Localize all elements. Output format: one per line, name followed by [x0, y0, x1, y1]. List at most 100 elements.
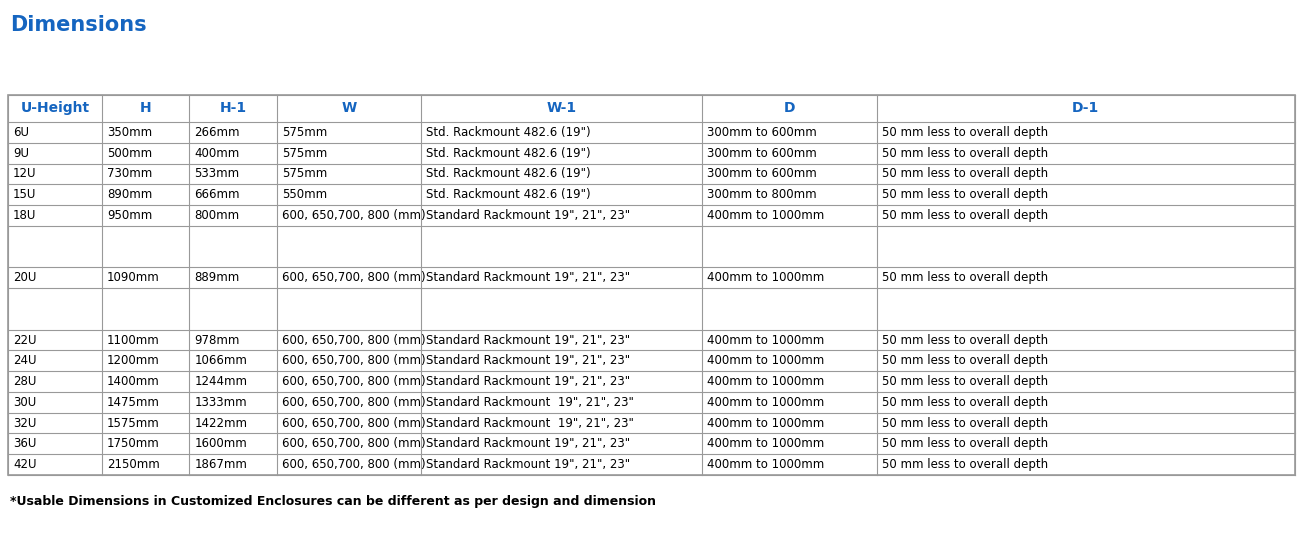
Text: 1090mm: 1090mm: [107, 271, 159, 284]
Text: 1867mm: 1867mm: [194, 458, 248, 471]
Bar: [8, 95, 1295, 475]
Text: Standard Rackmount 19", 21", 23": Standard Rackmount 19", 21", 23": [427, 458, 630, 471]
Text: W: W: [342, 101, 356, 116]
Text: 50 mm less to overall depth: 50 mm less to overall depth: [882, 209, 1048, 222]
Text: 666mm: 666mm: [194, 188, 240, 201]
Text: 978mm: 978mm: [194, 334, 240, 346]
Text: 350mm: 350mm: [107, 126, 153, 139]
Text: Std. Rackmount 482.6 (19"): Std. Rackmount 482.6 (19"): [427, 167, 591, 180]
Text: Standard Rackmount  19", 21", 23": Standard Rackmount 19", 21", 23": [427, 396, 634, 409]
Text: 22U: 22U: [13, 334, 37, 346]
Text: Standard Rackmount  19", 21", 23": Standard Rackmount 19", 21", 23": [427, 417, 634, 430]
Text: 1200mm: 1200mm: [107, 354, 159, 367]
Text: Std. Rackmount 482.6 (19"): Std. Rackmount 482.6 (19"): [427, 126, 591, 139]
Text: 400mm: 400mm: [194, 147, 240, 160]
Text: 12U: 12U: [13, 167, 37, 180]
Text: 300mm to 600mm: 300mm to 600mm: [707, 147, 817, 160]
Text: 1066mm: 1066mm: [194, 354, 248, 367]
Text: 1100mm: 1100mm: [107, 334, 159, 346]
Text: 400mm to 1000mm: 400mm to 1000mm: [707, 458, 823, 471]
Text: 28U: 28U: [13, 375, 37, 388]
Text: 50 mm less to overall depth: 50 mm less to overall depth: [882, 417, 1048, 430]
Text: 400mm to 1000mm: 400mm to 1000mm: [707, 334, 823, 346]
Text: 500mm: 500mm: [107, 147, 153, 160]
Text: 50 mm less to overall depth: 50 mm less to overall depth: [882, 334, 1048, 346]
Text: 1750mm: 1750mm: [107, 438, 159, 450]
Text: 575mm: 575mm: [282, 167, 328, 180]
Text: 2150mm: 2150mm: [107, 458, 159, 471]
Text: Standard Rackmount 19", 21", 23": Standard Rackmount 19", 21", 23": [427, 271, 630, 284]
Text: 400mm to 1000mm: 400mm to 1000mm: [707, 209, 823, 222]
Text: 50 mm less to overall depth: 50 mm less to overall depth: [882, 271, 1048, 284]
Text: 400mm to 1000mm: 400mm to 1000mm: [707, 417, 823, 430]
Text: 600, 650,700, 800 (mm): 600, 650,700, 800 (mm): [282, 417, 425, 430]
Text: 32U: 32U: [13, 417, 37, 430]
Text: 50 mm less to overall depth: 50 mm less to overall depth: [882, 147, 1048, 160]
Text: 266mm: 266mm: [194, 126, 240, 139]
Text: 890mm: 890mm: [107, 188, 153, 201]
Text: 50 mm less to overall depth: 50 mm less to overall depth: [882, 354, 1048, 367]
Text: 600, 650,700, 800 (mm): 600, 650,700, 800 (mm): [282, 271, 425, 284]
Text: 15U: 15U: [13, 188, 37, 201]
Text: 50 mm less to overall depth: 50 mm less to overall depth: [882, 438, 1048, 450]
Text: U-Height: U-Height: [21, 101, 90, 116]
Text: Dimensions: Dimensions: [10, 15, 146, 35]
Text: Standard Rackmount 19", 21", 23": Standard Rackmount 19", 21", 23": [427, 209, 630, 222]
Text: 30U: 30U: [13, 396, 37, 409]
Text: Standard Rackmount 19", 21", 23": Standard Rackmount 19", 21", 23": [427, 438, 630, 450]
Text: 50 mm less to overall depth: 50 mm less to overall depth: [882, 458, 1048, 471]
Text: H-1: H-1: [219, 101, 247, 116]
Text: 600, 650,700, 800 (mm): 600, 650,700, 800 (mm): [282, 375, 425, 388]
Text: W-1: W-1: [547, 101, 577, 116]
Text: 889mm: 889mm: [194, 271, 240, 284]
Text: 1400mm: 1400mm: [107, 375, 159, 388]
Text: 50 mm less to overall depth: 50 mm less to overall depth: [882, 126, 1048, 139]
Text: Standard Rackmount 19", 21", 23": Standard Rackmount 19", 21", 23": [427, 354, 630, 367]
Text: 600, 650,700, 800 (mm): 600, 650,700, 800 (mm): [282, 396, 425, 409]
Text: 1333mm: 1333mm: [194, 396, 247, 409]
Text: 18U: 18U: [13, 209, 37, 222]
Text: 533mm: 533mm: [194, 167, 240, 180]
Text: 1600mm: 1600mm: [194, 438, 247, 450]
Text: D-1: D-1: [1073, 101, 1100, 116]
Text: 36U: 36U: [13, 438, 37, 450]
Text: 400mm to 1000mm: 400mm to 1000mm: [707, 375, 823, 388]
Text: 9U: 9U: [13, 147, 29, 160]
Text: 550mm: 550mm: [282, 188, 328, 201]
Text: 50 mm less to overall depth: 50 mm less to overall depth: [882, 375, 1048, 388]
Text: 400mm to 1000mm: 400mm to 1000mm: [707, 396, 823, 409]
Text: 575mm: 575mm: [282, 147, 328, 160]
Text: 800mm: 800mm: [194, 209, 240, 222]
Text: 575mm: 575mm: [282, 126, 328, 139]
Text: 1422mm: 1422mm: [194, 417, 248, 430]
Text: Std. Rackmount 482.6 (19"): Std. Rackmount 482.6 (19"): [427, 147, 591, 160]
Text: 600, 650,700, 800 (mm): 600, 650,700, 800 (mm): [282, 209, 425, 222]
Text: 600, 650,700, 800 (mm): 600, 650,700, 800 (mm): [282, 458, 425, 471]
Text: 600, 650,700, 800 (mm): 600, 650,700, 800 (mm): [282, 334, 425, 346]
Text: 300mm to 800mm: 300mm to 800mm: [707, 188, 817, 201]
Text: 400mm to 1000mm: 400mm to 1000mm: [707, 438, 823, 450]
Text: H: H: [140, 101, 151, 116]
Text: Standard Rackmount 19", 21", 23": Standard Rackmount 19", 21", 23": [427, 334, 630, 346]
Text: Standard Rackmount 19", 21", 23": Standard Rackmount 19", 21", 23": [427, 375, 630, 388]
Text: 1575mm: 1575mm: [107, 417, 159, 430]
Text: 24U: 24U: [13, 354, 37, 367]
Text: 600, 650,700, 800 (mm): 600, 650,700, 800 (mm): [282, 354, 425, 367]
Text: 300mm to 600mm: 300mm to 600mm: [707, 126, 817, 139]
Text: 50 mm less to overall depth: 50 mm less to overall depth: [882, 396, 1048, 409]
Text: 400mm to 1000mm: 400mm to 1000mm: [707, 354, 823, 367]
Text: 1244mm: 1244mm: [194, 375, 248, 388]
Text: D: D: [783, 101, 795, 116]
Text: 730mm: 730mm: [107, 167, 153, 180]
Text: 20U: 20U: [13, 271, 37, 284]
Text: 50 mm less to overall depth: 50 mm less to overall depth: [882, 167, 1048, 180]
Text: 42U: 42U: [13, 458, 37, 471]
Text: 400mm to 1000mm: 400mm to 1000mm: [707, 271, 823, 284]
Text: 1475mm: 1475mm: [107, 396, 159, 409]
Text: 6U: 6U: [13, 126, 29, 139]
Text: 600, 650,700, 800 (mm): 600, 650,700, 800 (mm): [282, 438, 425, 450]
Text: Std. Rackmount 482.6 (19"): Std. Rackmount 482.6 (19"): [427, 188, 591, 201]
Text: 950mm: 950mm: [107, 209, 153, 222]
Text: 50 mm less to overall depth: 50 mm less to overall depth: [882, 188, 1048, 201]
Text: *Usable Dimensions in Customized Enclosures can be different as per design and d: *Usable Dimensions in Customized Enclosu…: [10, 495, 656, 508]
